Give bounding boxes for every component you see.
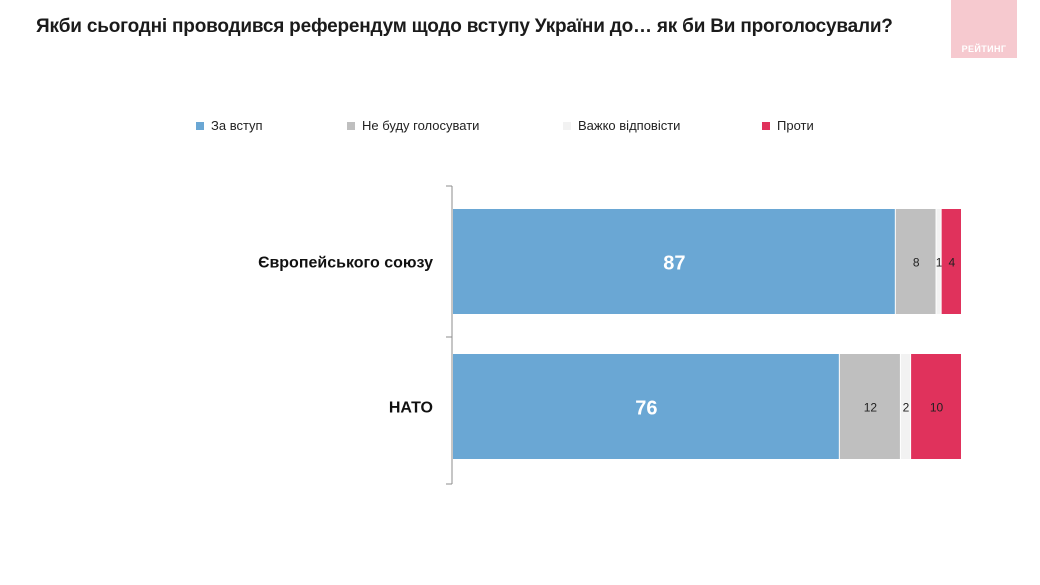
bar-segment-za-vstup [453, 354, 839, 459]
data-label-ne-budu: 12 [864, 401, 878, 415]
legend-swatch-za-vstup [196, 121, 204, 130]
legend-item-ne-budu: Не буду голосувати [347, 118, 479, 133]
bar-segment-vazhko [900, 354, 911, 459]
bar-segment-proty [911, 354, 961, 459]
bar-segment-proty [941, 209, 961, 314]
legend-label-vazhko: Важко відповісти [578, 118, 681, 133]
chart-title: Якби сьогодні проводився референдум щодо… [36, 16, 893, 37]
bar-segment-ne-budu [839, 354, 900, 459]
legend-label-za-vstup: За вступ [211, 118, 263, 133]
data-label-za-vstup: 76 [635, 398, 657, 420]
legend-item-proty: Проти [762, 118, 814, 133]
bar-segment-vazhko [936, 209, 941, 314]
legend-item-za-vstup: За вступ [196, 118, 263, 133]
legend-label-proty: Проти [777, 118, 814, 133]
data-label-za-vstup: 87 [663, 253, 685, 275]
legend-item-vazhko: Важко відповісти [563, 118, 680, 133]
bar-segment-za-vstup [453, 209, 895, 314]
data-label-vazhko: 1 [936, 256, 943, 270]
chart-legend: За вступ Не буду голосувати Важко відпов… [0, 118, 1040, 138]
legend-swatch-ne-budu [347, 121, 355, 130]
category-label: Європейського союзу [258, 255, 433, 272]
data-label-vazhko: 2 [903, 401, 910, 415]
brand-logo: РЕЙТИНГ [951, 0, 1017, 58]
brand-logo-text: РЕЙТИНГ [961, 44, 1007, 54]
legend-swatch-vazhko [563, 121, 571, 130]
data-label-proty: 10 [930, 401, 944, 415]
data-label-ne-budu: 8 [913, 256, 920, 270]
legend-swatch-proty [762, 121, 770, 130]
legend-label-ne-budu: Не буду голосувати [362, 118, 480, 133]
data-label-proty: 4 [948, 256, 955, 270]
category-label: НАТО [389, 400, 433, 417]
bar-segment-ne-budu [895, 209, 936, 314]
